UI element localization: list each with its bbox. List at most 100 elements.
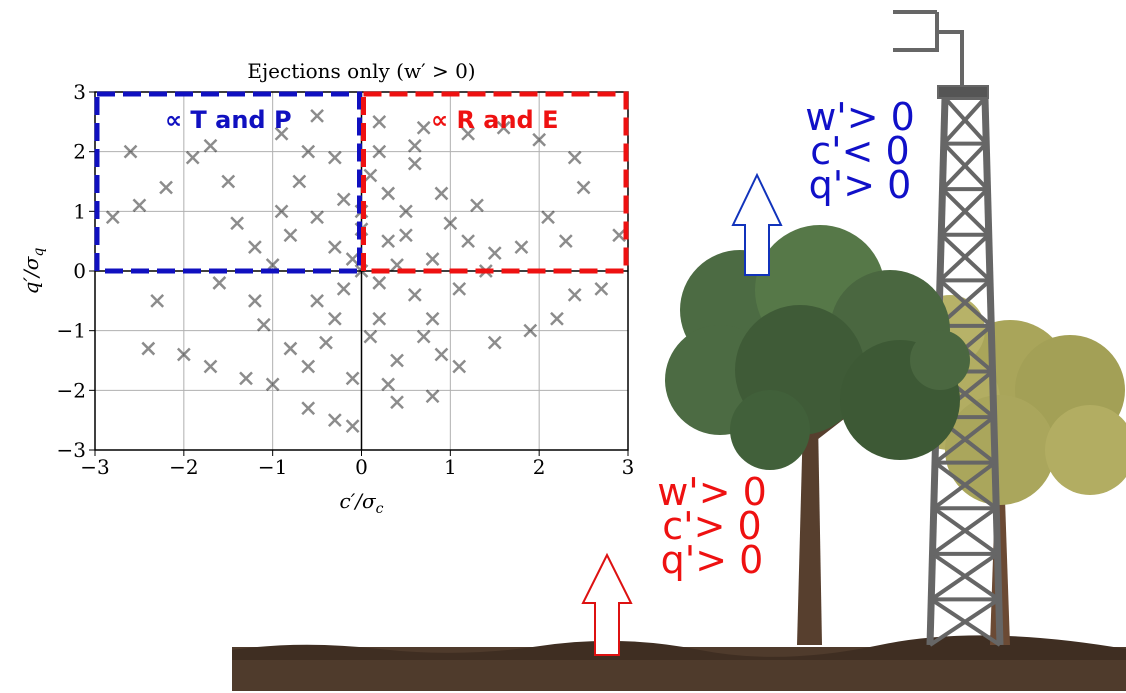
y-tick-label: −3 <box>57 438 86 462</box>
y-tick-label: −2 <box>57 378 86 402</box>
point <box>487 246 502 260</box>
point <box>372 144 387 159</box>
point <box>567 150 582 165</box>
point <box>416 329 431 344</box>
x-axis-label: c′/σc <box>340 489 384 517</box>
point <box>310 210 324 225</box>
point <box>550 311 564 326</box>
flux-label: q'> 0 <box>661 538 764 582</box>
point <box>248 240 262 255</box>
point <box>461 126 475 141</box>
flux-label: c'< 0 <box>810 129 909 173</box>
point <box>399 204 413 219</box>
point <box>345 252 360 266</box>
y-tick-label: 1 <box>73 199 86 223</box>
point <box>203 138 218 153</box>
tower-brace <box>938 278 993 328</box>
x-axis-label-sub: c <box>376 501 384 517</box>
x-tick-label: 1 <box>444 455 457 479</box>
y-tick-label: 0 <box>73 259 86 283</box>
point <box>452 359 467 374</box>
point <box>336 192 351 207</box>
point <box>532 132 547 147</box>
point <box>256 317 271 332</box>
point <box>345 419 360 434</box>
tower-brace <box>932 506 999 556</box>
point <box>372 276 387 290</box>
point <box>283 341 298 356</box>
annotation: ∝ T and P <box>165 106 292 134</box>
y-axis-label: q′/σq <box>19 248 47 295</box>
x-tick-label: −1 <box>258 455 287 479</box>
point <box>203 359 218 374</box>
tower-platform <box>937 85 989 99</box>
annotation: ∝ R and E <box>431 106 559 134</box>
point <box>496 120 511 135</box>
point <box>407 287 422 302</box>
point <box>301 359 316 374</box>
point <box>487 335 502 350</box>
point <box>265 377 280 392</box>
green-tree <box>665 225 970 645</box>
point <box>372 311 387 326</box>
point <box>461 234 475 249</box>
point <box>274 126 289 141</box>
y-tick-label: 2 <box>73 140 86 164</box>
tower-brace <box>939 233 992 282</box>
flux-label: w'> 0 <box>657 470 767 514</box>
flux-label: c'> 0 <box>662 504 761 548</box>
point <box>327 240 342 255</box>
y-tick-label: −1 <box>57 319 86 343</box>
point <box>416 120 431 135</box>
point <box>327 150 342 165</box>
point <box>541 210 555 225</box>
quadrant-box <box>361 91 629 274</box>
point <box>470 198 484 213</box>
point <box>230 216 245 231</box>
point <box>185 150 200 165</box>
point <box>452 282 467 296</box>
tower-brace <box>941 187 991 237</box>
point <box>443 216 458 231</box>
point <box>434 186 449 201</box>
point <box>239 371 253 386</box>
x-tick-label: −2 <box>169 455 198 479</box>
point <box>594 282 609 296</box>
point <box>132 198 147 213</box>
x-tick-label: −3 <box>80 455 109 479</box>
point <box>434 347 449 362</box>
y-axis-label-sub: q <box>31 248 47 257</box>
point <box>327 311 342 326</box>
point <box>336 282 351 296</box>
upward-arrow <box>731 172 783 276</box>
y-axis-label-main: q′/σ <box>19 255 43 294</box>
point <box>292 174 307 189</box>
flux-label: w'> 0 <box>805 95 915 139</box>
point <box>381 234 396 249</box>
point <box>363 168 378 183</box>
point <box>372 114 387 129</box>
point <box>310 293 324 308</box>
quadrant-box <box>94 91 362 274</box>
point <box>345 371 360 386</box>
point <box>612 228 627 243</box>
point <box>514 240 529 255</box>
point <box>176 347 191 362</box>
x-tick-label: 0 <box>355 455 368 479</box>
point <box>159 180 173 195</box>
tower-brace <box>930 597 1002 647</box>
point <box>319 335 333 350</box>
illustration: w'> 0c'< 0q'> 0w'> 0c'> 0q'> 0 <box>232 10 1126 691</box>
point <box>425 252 440 266</box>
tower-brace <box>931 552 1000 602</box>
point <box>399 228 413 243</box>
point <box>301 144 316 159</box>
point <box>123 144 138 159</box>
point <box>141 341 156 356</box>
point <box>407 138 422 153</box>
tower-brace <box>943 96 988 145</box>
point <box>221 174 236 189</box>
point <box>381 186 396 201</box>
point <box>407 156 422 171</box>
point <box>212 276 227 290</box>
